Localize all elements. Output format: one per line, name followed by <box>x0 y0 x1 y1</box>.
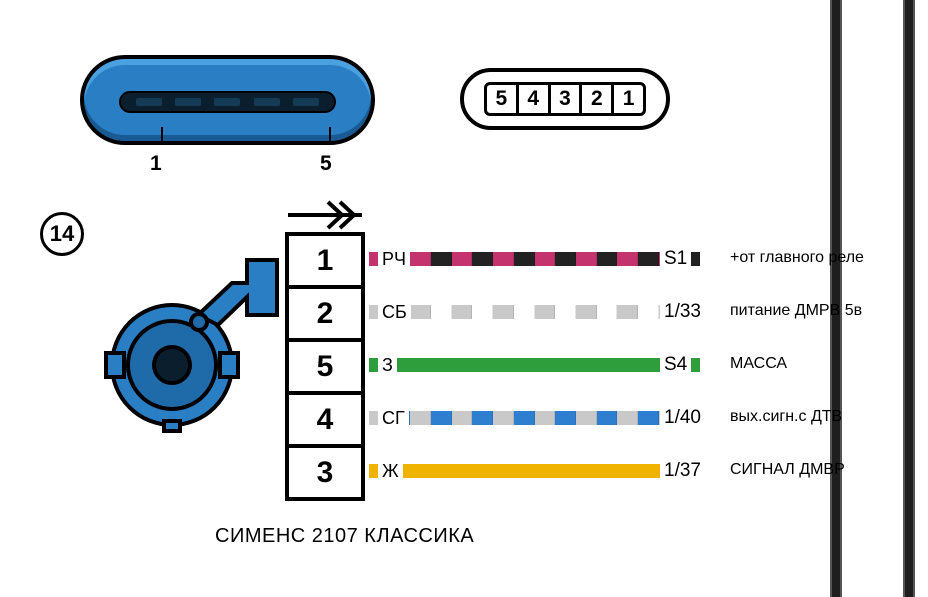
wire-segment <box>493 411 514 425</box>
wire-segment <box>535 252 556 266</box>
flow-arrow-icon <box>288 198 368 232</box>
pin-num: 5 <box>317 350 334 384</box>
wire-segment <box>431 252 452 266</box>
connector-white: 5 4 3 2 1 <box>460 68 670 130</box>
wire-segment <box>597 305 618 319</box>
wire-segment <box>431 305 452 319</box>
pin-table: 1 2 5 4 3 <box>285 232 365 501</box>
connector-white-inner: 5 4 3 2 1 <box>484 82 646 116</box>
wire-segment <box>535 411 556 425</box>
wire-dest-label: 1/40 <box>660 407 705 429</box>
wire-segment <box>514 252 535 266</box>
wire-code-label: З <box>378 355 397 376</box>
callout-number-text: 14 <box>50 221 74 247</box>
wire-segment <box>617 305 638 319</box>
wire-segment <box>638 411 659 425</box>
wire-segment <box>576 411 597 425</box>
connector-blue-label-1: 1 <box>150 152 162 176</box>
wire <box>369 411 700 425</box>
diagram-caption: СИМЕНС 2107 КЛАССИКА <box>215 525 474 548</box>
wire-segment <box>638 252 659 266</box>
wire-dest-label: 1/33 <box>660 301 705 323</box>
pin-dot <box>214 98 240 106</box>
wire-desc-label: МАССА <box>730 355 787 373</box>
wire-segment <box>576 252 597 266</box>
wire-segment <box>452 305 473 319</box>
wire-segment <box>472 305 493 319</box>
pin-num: 1 <box>317 244 334 278</box>
pin-row: 1 <box>289 236 361 289</box>
vertical-cable-1 <box>830 0 842 597</box>
pin-row: 4 <box>289 395 361 448</box>
wire-segment <box>472 252 493 266</box>
wire-segment <box>493 252 514 266</box>
wire-segment <box>410 252 431 266</box>
pin-row: 3 <box>289 448 361 501</box>
callout-number: 14 <box>40 212 84 256</box>
wire-segment <box>638 305 659 319</box>
wire-segment <box>493 305 514 319</box>
tick-line <box>329 127 331 145</box>
pin-num: 2 <box>317 297 334 331</box>
wire <box>369 305 700 319</box>
wire-segment <box>617 411 638 425</box>
wire-dest-label: S4 <box>660 354 691 376</box>
connector-blue-slot <box>119 91 336 113</box>
wire-segment <box>617 252 638 266</box>
wire-segment <box>452 411 473 425</box>
pin-dot <box>175 98 201 106</box>
connector-white-cell: 1 <box>614 85 643 113</box>
wire-segment <box>452 252 473 266</box>
wire-dest-label: S1 <box>660 248 691 270</box>
wire-code-label: СБ <box>378 302 411 323</box>
connector-blue-label-5: 5 <box>320 152 332 176</box>
wire <box>369 358 700 372</box>
wire-desc-label: питание ДМРВ 5в <box>730 302 862 320</box>
maf-sensor-icon <box>102 245 282 435</box>
wire-code-label: Ж <box>378 461 403 482</box>
wire-segment <box>410 305 431 319</box>
wire-segment <box>555 411 576 425</box>
connector-white-cell: 5 <box>487 85 519 113</box>
wire-segment <box>514 305 535 319</box>
wire-segment <box>555 305 576 319</box>
pin-num: 3 <box>317 456 334 490</box>
vertical-cable-2 <box>903 0 915 597</box>
wire-segment <box>597 411 618 425</box>
wire-dest-label: 1/37 <box>660 460 705 482</box>
pin-dot <box>136 98 162 106</box>
wire-desc-label: +от главного реле <box>730 249 864 267</box>
wire-segment <box>514 411 535 425</box>
pin-num: 4 <box>317 403 334 437</box>
connector-white-cell: 2 <box>582 85 614 113</box>
wire-segment <box>410 411 431 425</box>
tick-line <box>161 127 163 145</box>
wire-code-label: СГ <box>378 408 409 429</box>
wire <box>369 252 700 266</box>
wire-segment <box>576 305 597 319</box>
wire-segment <box>472 411 493 425</box>
wire-segment <box>431 411 452 425</box>
wire-segment <box>535 305 556 319</box>
wire-desc-label: вых.сигн.с ДТВ <box>730 408 842 426</box>
wire-segment <box>597 252 618 266</box>
pin-row: 2 <box>289 289 361 342</box>
pin-row: 5 <box>289 342 361 395</box>
wire <box>369 464 700 478</box>
connector-white-cell: 3 <box>551 85 583 113</box>
wire-code-label: РЧ <box>378 249 410 270</box>
wire-segment <box>555 252 576 266</box>
pin-dot <box>254 98 280 106</box>
pin-dot <box>293 98 319 106</box>
connector-white-cell: 4 <box>519 85 551 113</box>
connector-blue <box>80 55 375 145</box>
wire-desc-label: СИГНАЛ ДМВР <box>730 461 845 479</box>
